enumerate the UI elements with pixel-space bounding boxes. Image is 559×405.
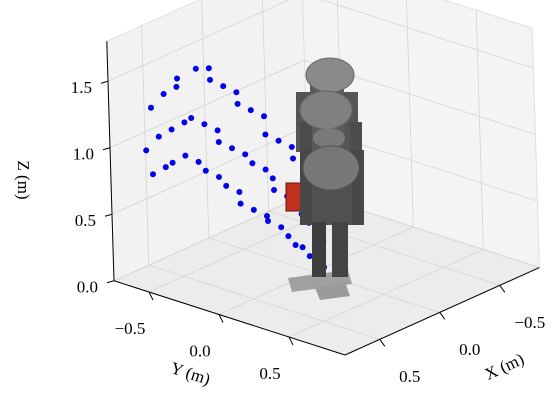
point [271, 186, 277, 193]
point [262, 131, 269, 138]
point [181, 119, 188, 126]
point [188, 114, 195, 121]
point [247, 107, 254, 114]
z-axis-label: Z (m) [14, 160, 33, 199]
y-axis-label: Y (m) [168, 358, 212, 389]
point [160, 90, 167, 97]
grid-line [113, 192, 309, 282]
x-tick-label: 0.5 [399, 367, 420, 386]
head [302, 145, 360, 191]
point [223, 182, 230, 189]
grid-line [111, 126, 307, 215]
point [148, 104, 154, 111]
point [150, 171, 156, 178]
point [242, 151, 249, 158]
tick-mark [288, 336, 294, 346]
z-tick-label: 1.0 [73, 145, 94, 164]
y-tick-label: 0.0 [189, 341, 210, 360]
point [214, 127, 221, 134]
point [292, 241, 299, 248]
point [262, 166, 269, 173]
point [264, 213, 270, 220]
x-tick-label: −0.5 [514, 313, 545, 332]
point [233, 89, 240, 96]
y-tick-label: 0.5 [259, 364, 280, 383]
point [278, 224, 285, 231]
neck [313, 128, 345, 148]
head [299, 90, 353, 130]
point [261, 113, 267, 120]
y-axis-line [113, 280, 346, 356]
point [168, 126, 175, 133]
point [201, 121, 208, 128]
tick-mark [106, 280, 115, 284]
point [169, 159, 176, 166]
point [195, 158, 202, 165]
y-tick-label: −0.5 [115, 319, 146, 338]
tick-mark [499, 285, 506, 293]
point [215, 138, 222, 145]
leg [332, 222, 348, 277]
grid-line [320, 0, 534, 69]
point [250, 206, 257, 213]
x-axis-line [344, 267, 540, 356]
point [192, 65, 199, 72]
point [205, 65, 212, 72]
z-tick-label: 0.5 [75, 211, 96, 230]
point [306, 253, 313, 260]
tick-mark [439, 312, 446, 320]
point [249, 160, 256, 167]
humanoid-figures [285, 57, 364, 300]
point [173, 83, 180, 90]
point [162, 164, 169, 171]
point [155, 133, 162, 140]
x-tick-label: 0.0 [459, 340, 480, 359]
foot [315, 282, 350, 300]
point [207, 76, 213, 83]
point [234, 100, 241, 107]
point [220, 83, 227, 90]
point [236, 189, 243, 196]
point [275, 137, 282, 144]
tick-mark [100, 80, 109, 84]
tick-mark [102, 147, 111, 151]
x-axis-label: X (m) [482, 349, 527, 384]
point [229, 145, 235, 152]
grid-line [148, 264, 380, 340]
point [174, 75, 180, 82]
tick-mark [379, 339, 386, 347]
point [143, 147, 150, 154]
point [290, 155, 296, 162]
tick-mark [148, 291, 154, 301]
grid-line [109, 59, 305, 149]
z-tick-label: 1.5 [71, 78, 92, 97]
point [288, 143, 295, 150]
point [216, 173, 222, 180]
point [182, 152, 189, 159]
red-object [285, 182, 303, 212]
z-tick-label: 0.0 [77, 278, 98, 297]
tick-mark [218, 314, 224, 323]
point [269, 175, 276, 182]
point [237, 200, 244, 207]
point [299, 244, 306, 251]
tick-mark [104, 213, 113, 217]
point [265, 217, 271, 224]
point [285, 233, 292, 240]
grid-line [107, 0, 290, 82]
head [305, 57, 355, 93]
point [202, 167, 209, 174]
grid-line [288, 249, 484, 338]
leg [312, 222, 326, 277]
